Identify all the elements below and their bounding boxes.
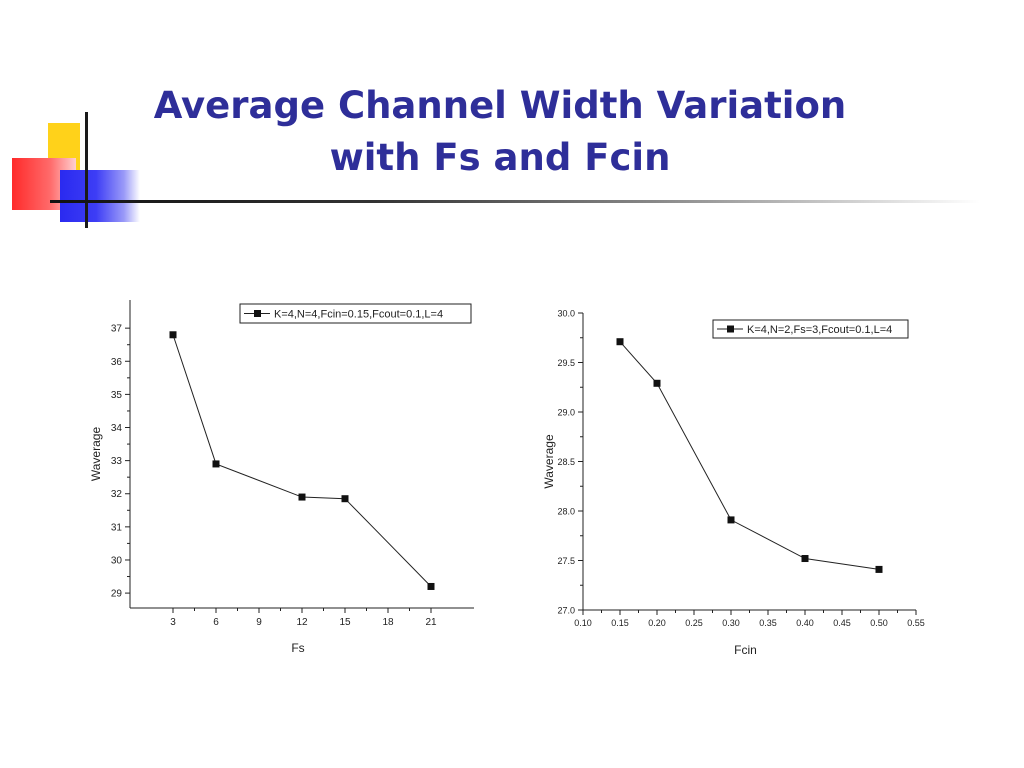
x-tick-label: 18	[382, 617, 394, 628]
x-tick-label: 21	[425, 617, 437, 628]
x-tick-label: 0.50	[870, 618, 888, 628]
legend-box	[712, 319, 909, 339]
x-tick-label: 0.25	[685, 618, 703, 628]
y-tick-label: 27.5	[557, 556, 575, 566]
y-tick-label: 32	[111, 489, 123, 500]
y-tick-label: 29.0	[557, 408, 575, 418]
y-tick-label: 29.5	[557, 358, 575, 368]
x-tick-label: 0.15	[611, 618, 629, 628]
legend-label: K=4,N=4,Fcin=0.15,Fcout=0.1,L=4	[274, 309, 443, 321]
x-tick-label: 0.30	[722, 618, 740, 628]
legend-label: K=4,N=2,Fs=3,Fcout=0.1,L=4	[747, 324, 892, 336]
y-tick-label: 30	[111, 555, 123, 566]
data-point	[875, 565, 883, 573]
y-tick-label: 37	[111, 324, 123, 335]
x-tick-label: 0.35	[759, 618, 777, 628]
x-tick-label: 15	[339, 617, 351, 628]
series-line	[172, 334, 432, 587]
x-axis-label: Fs	[291, 641, 304, 655]
x-tick-label: 0.40	[796, 618, 814, 628]
data-point	[427, 582, 435, 590]
legend-box	[239, 303, 472, 324]
x-tick-label: 3	[170, 617, 176, 628]
decor-horizontal-rule	[50, 200, 980, 203]
x-tick-label: 9	[256, 617, 262, 628]
y-tick-label: 29	[111, 589, 123, 600]
legend-marker	[254, 310, 261, 317]
y-tick-label: 27.0	[557, 606, 575, 616]
data-point	[212, 460, 220, 468]
y-tick-label: 35	[111, 390, 123, 401]
x-axis-label: Fcin	[734, 643, 757, 657]
y-tick-label: 28.0	[557, 507, 575, 517]
data-point	[801, 555, 809, 563]
data-point	[727, 516, 735, 524]
x-tick-label: 0.45	[833, 618, 851, 628]
x-tick-label: 0.20	[648, 618, 666, 628]
decor-blue-square	[60, 170, 140, 222]
y-tick-label: 36	[111, 357, 123, 368]
y-tick-label: 31	[111, 522, 123, 533]
x-tick-label: 6	[213, 617, 219, 628]
data-point	[341, 495, 349, 503]
decor-vertical-line	[85, 112, 88, 228]
x-tick-label: 12	[296, 617, 308, 628]
x-tick-label: 0.10	[574, 618, 592, 628]
data-point	[298, 493, 306, 501]
x-tick-label: 0.55	[907, 618, 925, 628]
y-tick-label: 28.5	[557, 457, 575, 467]
series-line	[619, 341, 880, 570]
slide-title-line1: Average Channel Width Variation	[153, 84, 847, 127]
y-tick-label: 30.0	[557, 309, 575, 319]
slide-title: Average Channel Width Variation with Fs …	[100, 80, 900, 184]
slide-title-line2: with Fs and Fcin	[329, 136, 671, 179]
legend-marker	[727, 325, 734, 333]
data-point	[616, 338, 624, 346]
y-tick-label: 33	[111, 456, 123, 467]
y-axis-label: Waverage	[89, 427, 103, 482]
data-point	[169, 331, 177, 339]
y-axis-label: Waverage	[542, 434, 556, 489]
y-tick-label: 34	[111, 423, 123, 434]
data-point	[653, 379, 661, 387]
